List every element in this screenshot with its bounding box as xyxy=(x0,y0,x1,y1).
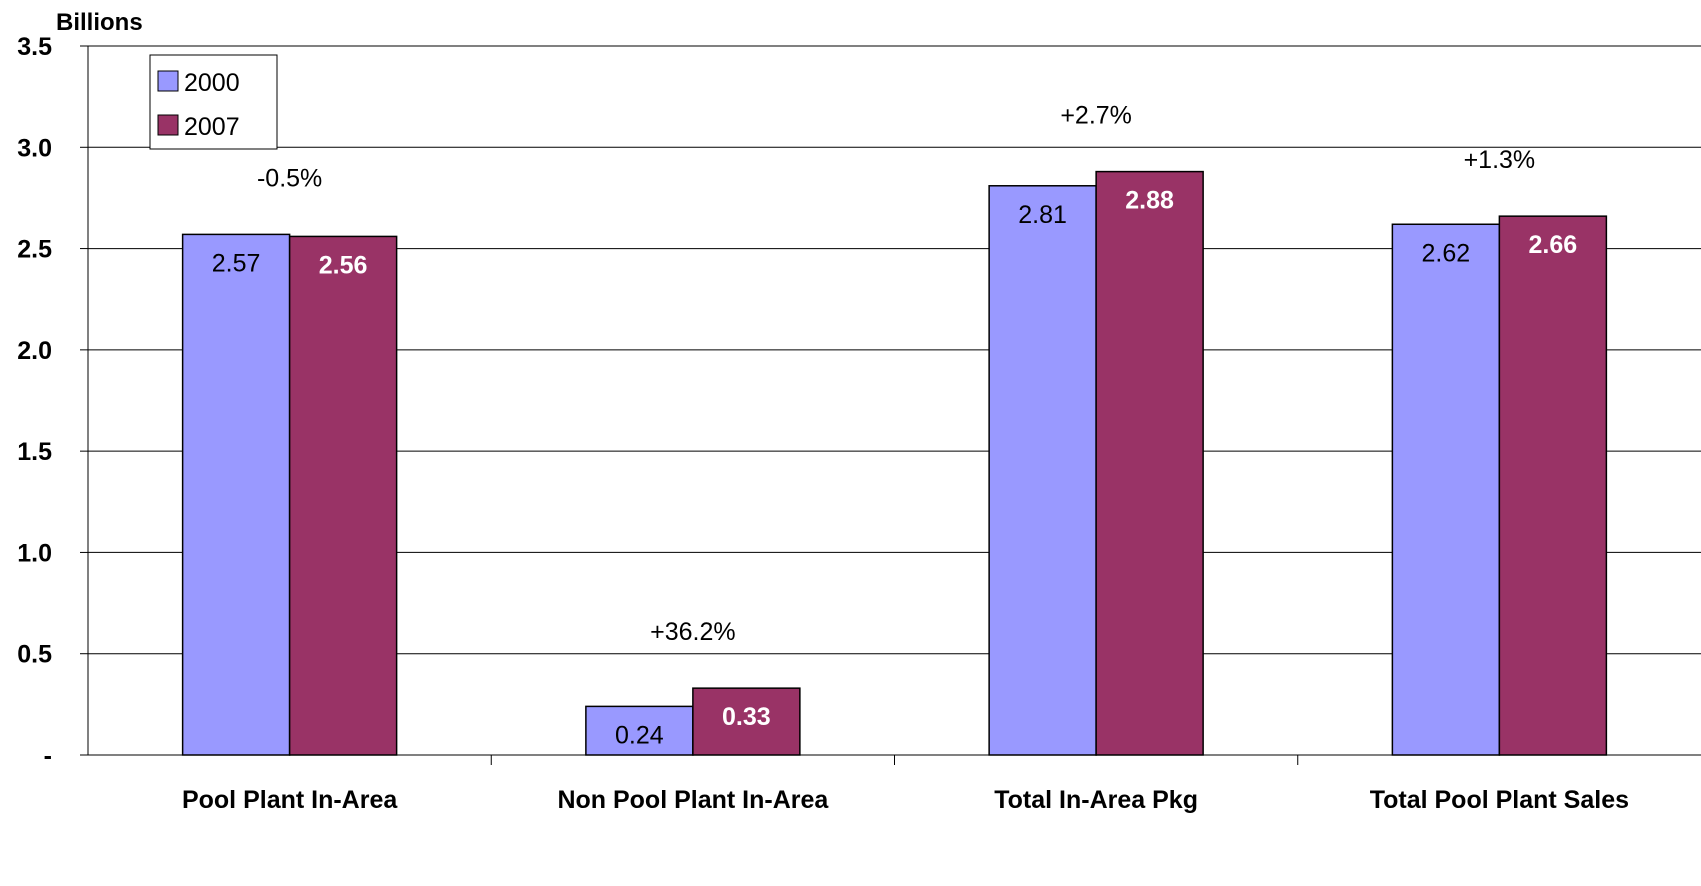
x-category-label: Total In-Area Pkg xyxy=(994,786,1198,814)
bar-2007-2 xyxy=(692,687,801,756)
data-label-2000-1: 2.57 xyxy=(212,249,261,277)
bar-2000-1 xyxy=(181,233,291,756)
x-category-label: Total Pool Plant Sales xyxy=(1370,786,1629,814)
data-label-2000-4: 2.62 xyxy=(1422,239,1471,267)
bars xyxy=(181,170,1608,756)
legend-swatch-2000 xyxy=(157,70,179,92)
data-label-2007-2: 0.33 xyxy=(722,703,771,731)
y-tick-label: 3.0 xyxy=(17,134,52,162)
data-label-2007-1: 2.56 xyxy=(319,251,368,279)
data-label-2007-3: 2.88 xyxy=(1125,187,1174,215)
y-unit-label: Billions xyxy=(56,9,143,36)
y-tick-label: 1.0 xyxy=(17,539,52,567)
data-label-2007-4: 2.66 xyxy=(1529,231,1578,259)
change-annotation-4: +1.3% xyxy=(1464,146,1536,174)
change-annotation-2: +36.2% xyxy=(650,618,736,646)
bar-2007-1 xyxy=(288,235,398,756)
axes: - 0.5 1.0 1.5 2.0 2.5 3.0 3.5 xyxy=(17,33,1701,770)
x-category-label: Pool Plant In-Area xyxy=(182,786,398,814)
bar-2000-3 xyxy=(988,185,1097,756)
change-annotation-3: +2.7% xyxy=(1060,102,1132,130)
y-tick-label: 2.0 xyxy=(17,337,52,365)
data-label-2000-2: 0.24 xyxy=(615,721,664,749)
y-tick-label: 3.5 xyxy=(17,33,52,61)
y-tick-label: 2.5 xyxy=(17,236,52,264)
legend-label-2000: 2000 xyxy=(184,69,240,97)
bar-2007-3 xyxy=(1095,170,1204,756)
y-tick-label: - xyxy=(44,742,52,770)
x-category-label: Non Pool Plant In-Area xyxy=(557,786,829,814)
y-tick-label: 1.5 xyxy=(17,438,52,466)
y-tick-label: 0.5 xyxy=(17,641,52,669)
bar-2000-4 xyxy=(1391,223,1501,756)
legend: 2000 2007 xyxy=(149,54,278,150)
bar-2007-4 xyxy=(1498,215,1608,756)
data-label-2000-3: 2.81 xyxy=(1018,201,1067,229)
legend-label-2007: 2007 xyxy=(184,113,240,141)
legend-swatch-2007 xyxy=(157,114,179,136)
change-annotation-1: -0.5% xyxy=(257,164,322,192)
labels: 2.57 2.56 -0.5% Pool Plant In-Area 0.24 0.33 +… xyxy=(182,102,1629,814)
